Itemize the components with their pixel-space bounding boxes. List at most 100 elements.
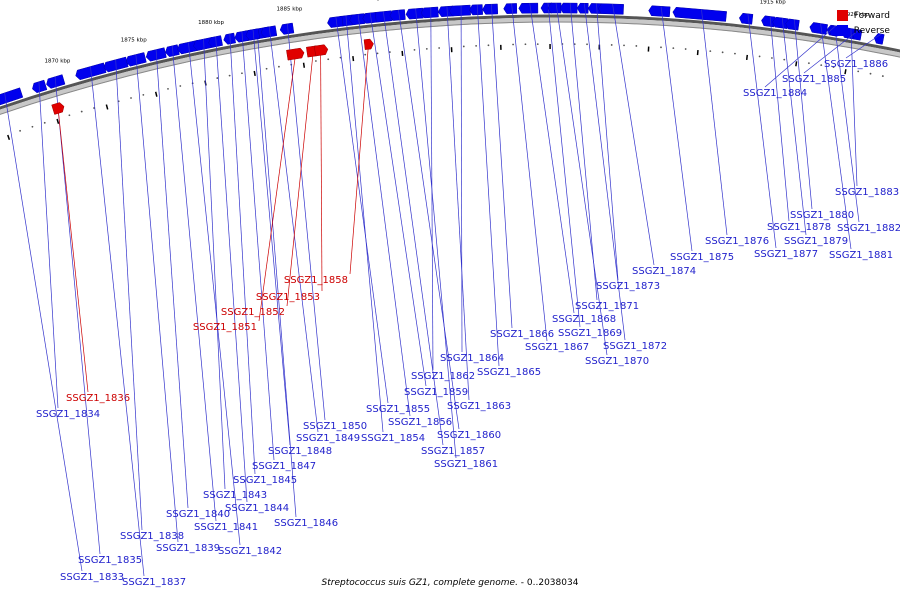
- gene-label: SSGZ1_1869: [558, 328, 622, 339]
- leader-line: [54, 76, 101, 555]
- ruler-dot: [635, 45, 638, 47]
- ruler-dot: [573, 43, 576, 46]
- ruler-dot: [130, 97, 132, 99]
- ruler-tick: [105, 104, 109, 110]
- legend-reverse: Reverse: [836, 23, 890, 38]
- gene-SSGZ1_1874: [598, 3, 624, 15]
- ruler-dot: [586, 43, 588, 46]
- gene-label: SSGZ1_1839: [156, 543, 220, 554]
- ruler-dot: [425, 47, 428, 50]
- leader-line: [215, 36, 248, 503]
- ruler-dot: [660, 46, 662, 49]
- gene-label: SSGZ1_1862: [411, 371, 475, 382]
- gene-label: SSGZ1_1843: [203, 490, 267, 501]
- leader-line: [398, 10, 460, 430]
- ruler-dot: [684, 48, 687, 50]
- leader-line: [320, 55, 323, 292]
- gene-label: SSGZ1_1856: [388, 417, 452, 428]
- gene-SSGZ1_1881: [809, 22, 828, 35]
- gene-label: SSGZ1_1842: [218, 546, 282, 557]
- ruler-tick: [253, 70, 256, 77]
- ruler-dot: [610, 44, 613, 46]
- ruler-tick: [302, 62, 306, 68]
- scale-label: 1880 kbp: [198, 20, 224, 26]
- gene-label: SSGZ1_1852: [221, 307, 285, 318]
- gene-label: SSGZ1_1857: [421, 446, 485, 457]
- gene-label: SSGZ1_1837: [122, 577, 186, 588]
- ruler-dot: [388, 51, 391, 53]
- ruler-dot: [364, 53, 367, 56]
- gene-label: SSGZ1_1867: [525, 342, 589, 353]
- gene-label: SSGZ1_1868: [552, 314, 616, 325]
- gene-SSGZ1_1886: [873, 33, 885, 45]
- ruler-dot: [376, 52, 379, 55]
- ruler-dot: [167, 87, 169, 90]
- leader-line: [769, 16, 790, 222]
- gene-SSGZ1_1860: [389, 9, 406, 21]
- leader-line: [701, 9, 728, 236]
- ruler-tick: [795, 61, 798, 67]
- gene-label: SSGZ1_1855: [366, 404, 430, 415]
- backbone-line: [0, 21, 900, 115]
- leader-line: [850, 28, 858, 187]
- gene-label: SSGZ1_1834: [36, 409, 100, 420]
- gene-SSGZ1_1877: [738, 12, 754, 25]
- leader-line: [583, 3, 626, 341]
- gene-label: SSGZ1_1845: [233, 475, 297, 486]
- leader-line: [820, 23, 852, 250]
- ruler-tick: [745, 54, 749, 61]
- leader-line: [446, 6, 470, 401]
- legend-forward: Forward: [836, 8, 890, 23]
- gene-SSGZ1_1885: [851, 29, 863, 41]
- gene-label: SSGZ1_1849: [296, 433, 360, 444]
- gene-label: SSGZ1_1886: [824, 59, 888, 70]
- ruler-dot: [475, 44, 478, 47]
- leader-line: [287, 23, 326, 421]
- ruler-dot: [462, 45, 465, 48]
- leader-line: [491, 4, 513, 329]
- ruler-dot: [80, 110, 83, 113]
- backbone: [0, 17, 900, 115]
- gene-label: SSGZ1_1864: [440, 353, 504, 364]
- ruler-dot: [314, 60, 317, 62]
- leader-line: [529, 3, 575, 314]
- ruler-dot: [278, 65, 280, 68]
- scale-label: 1870 kbp: [44, 58, 70, 64]
- gene-label: SSGZ1_1861: [434, 459, 498, 470]
- leader-line: [345, 15, 384, 433]
- ruler-dot: [228, 74, 231, 77]
- leader-line: [58, 113, 89, 393]
- leader-line: [660, 6, 693, 252]
- gene-label: SSGZ1_1841: [194, 522, 258, 533]
- leader-line: [258, 59, 296, 322]
- gene-SSGZ1_1880: [785, 18, 800, 31]
- gene-label: SSGZ1_1836: [66, 393, 130, 404]
- gene-SSGZ1_1836: [51, 102, 65, 115]
- leader-line: [781, 17, 807, 236]
- gene-SSGZ1_1849: [260, 25, 278, 38]
- ruler-dot: [327, 58, 330, 61]
- ruler-dot: [524, 43, 527, 46]
- gene-label: SSGZ1_1833: [60, 572, 124, 583]
- gene-label: SSGZ1_1873: [596, 281, 660, 292]
- leader-line: [135, 54, 179, 543]
- leader-line: [845, 33, 882, 59]
- gene-label: SSGZ1_1858: [284, 275, 348, 286]
- gene-label: SSGZ1_1883: [835, 187, 899, 198]
- ruler-dot: [413, 48, 416, 51]
- caption-organism: Streptococcus suis GZ1, complete genome.: [321, 578, 518, 588]
- gene-label: SSGZ1_1885: [782, 74, 846, 85]
- gene-label: SSGZ1_1863: [447, 401, 511, 412]
- leader-line: [4, 92, 83, 572]
- ruler-tick: [7, 134, 11, 140]
- gene-SSGZ1_1848: [245, 28, 261, 41]
- ruler-dot: [512, 43, 514, 46]
- ruler-dot: [869, 72, 872, 75]
- ruler-tick: [154, 91, 158, 97]
- gene-SSGZ1_1865: [469, 4, 483, 16]
- ruler-dot: [623, 44, 625, 47]
- leader-line: [155, 49, 189, 509]
- gene-label: SSGZ1_1871: [575, 301, 639, 312]
- ruler-dot: [179, 85, 182, 87]
- gene-label: SSGZ1_1880: [790, 210, 854, 221]
